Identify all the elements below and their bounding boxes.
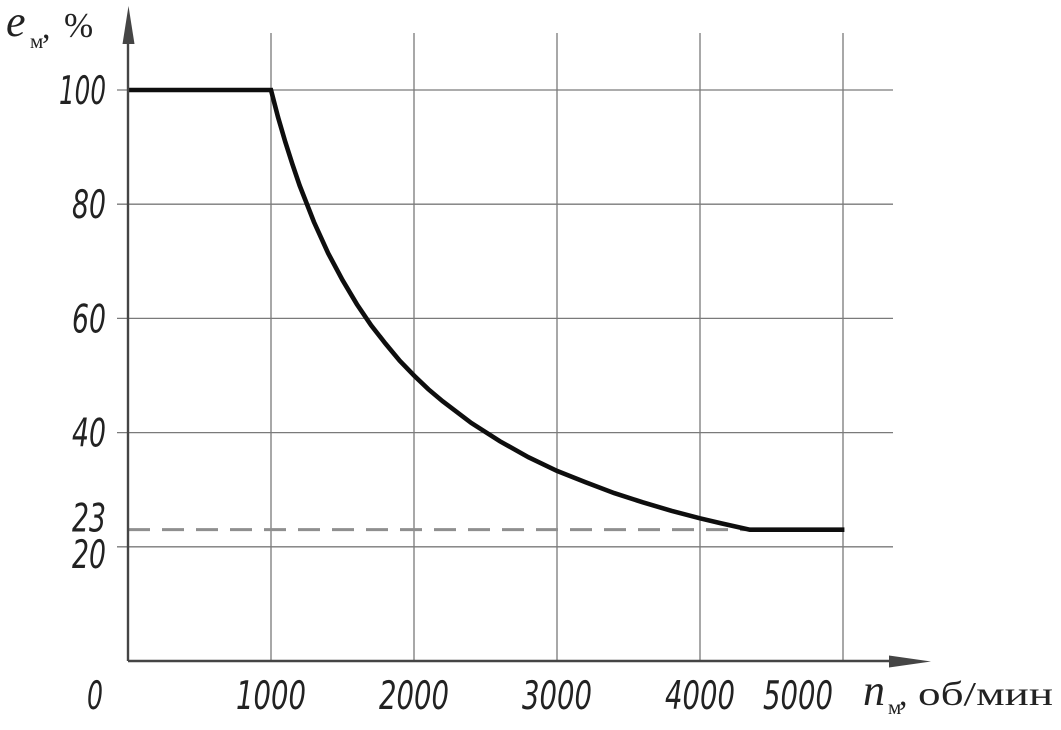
x-axis-title-unit: об/мин	[918, 676, 1053, 713]
y-axis-title-unit: %	[64, 6, 93, 45]
x-tick-label-4000: 4000	[665, 674, 735, 719]
y-tick-label-20: 20	[72, 533, 106, 578]
mechanical-efficiency-curve	[128, 87, 845, 532]
y-tick-label-40: 40	[72, 412, 106, 457]
x-tick-label-2000: 2000	[379, 674, 449, 719]
y-tick-label-100: 100	[59, 69, 106, 114]
x-tick-label-1000: 1000	[236, 674, 306, 719]
y-axis-arrow-icon	[122, 6, 135, 44]
x-tick-label-5000: 5000	[763, 674, 833, 719]
x-axis-arrow-icon	[889, 655, 931, 668]
x-tick-label-0: 0	[87, 674, 103, 719]
y-reference-label-23: 23	[72, 497, 106, 542]
x-axis-title-subscript: м	[888, 695, 901, 719]
y-tick-label-80: 80	[72, 183, 106, 228]
y-axis-title-separator: ,	[42, 9, 51, 46]
y-axis-title-subscript: м	[30, 29, 43, 53]
x-axis-title-separator: ,	[899, 676, 908, 713]
x-axis-title-symbol: n	[863, 666, 885, 715]
y-axis-title-symbol: e	[6, 0, 26, 46]
y-tick-label-60: 60	[72, 297, 106, 342]
x-tick-label-3000: 3000	[522, 674, 592, 719]
